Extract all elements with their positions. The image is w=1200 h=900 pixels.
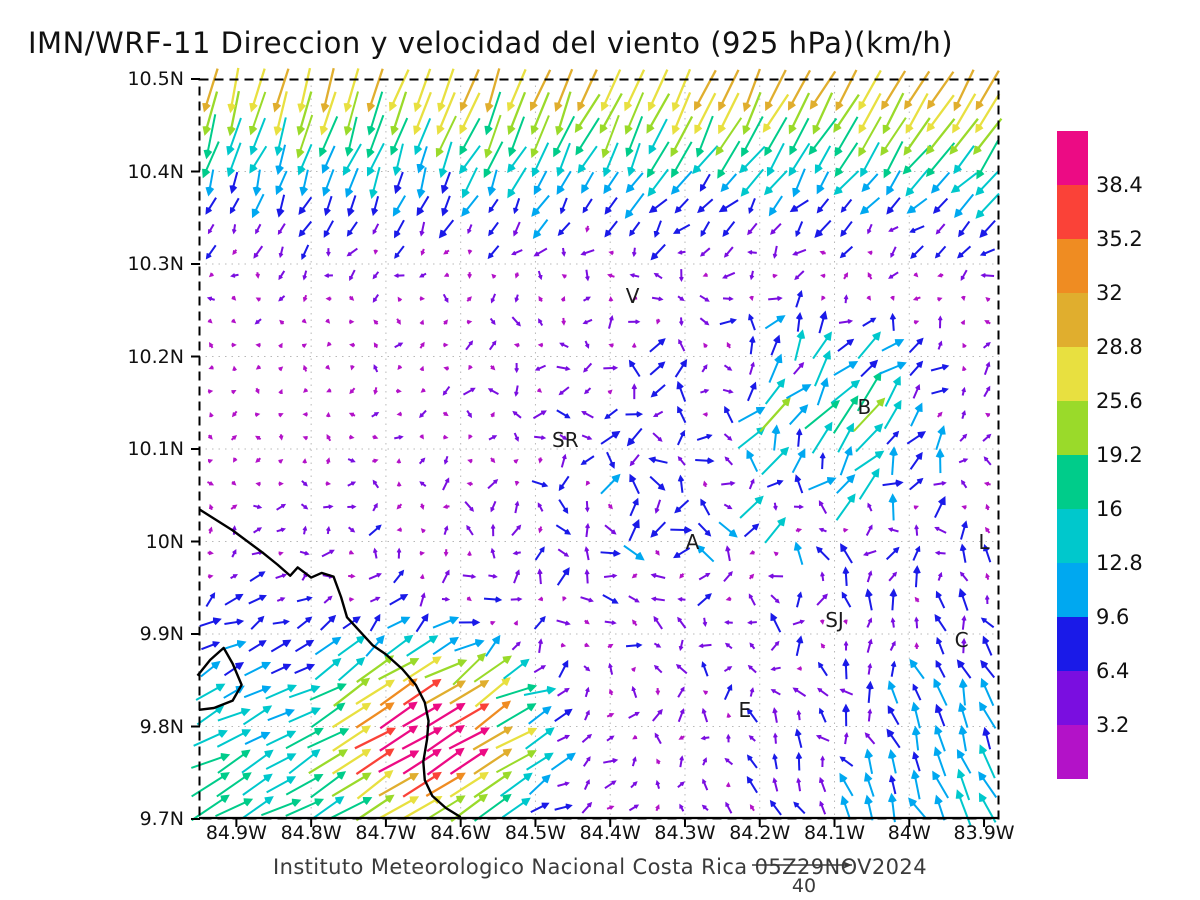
y-tick-label: 10.3N [127, 253, 184, 275]
x-tick-label: 84.1W [803, 822, 866, 844]
y-tick-label: 9.7N [139, 808, 184, 830]
colorbar-band-0 [1057, 725, 1088, 779]
colorbar-band-6 [1057, 401, 1088, 455]
x-tick-label: 84.6W [430, 822, 492, 844]
colorbar-band-2 [1057, 617, 1088, 671]
page-title: IMN/WRF-11 Direccion y velocidad del vie… [28, 26, 954, 60]
coastline [196, 508, 462, 819]
colorbar-label: 12.8 [1096, 551, 1143, 575]
y-tick-label: 10.2N [127, 345, 184, 368]
colorbar-band-9 [1057, 239, 1088, 293]
wind-vectors [190, 67, 1003, 826]
x-tick-label: 84.4W [579, 822, 641, 844]
plot-canvas[interactable] [190, 67, 1003, 827]
colorbar-label: 25.6 [1096, 389, 1143, 413]
x-tick-label: 83.9W [953, 822, 1015, 844]
colorbar-band-3 [1057, 563, 1088, 617]
x-tick-label: 84.8W [280, 822, 342, 844]
colorbar-band-8 [1057, 293, 1088, 347]
colorbar-label: 28.8 [1096, 335, 1143, 359]
colorbar-label: 32 [1096, 281, 1123, 305]
x-tick-label: 84.2W [729, 822, 791, 844]
colorbar-band-11 [1057, 131, 1088, 185]
x-tick-label: 84.3W [654, 822, 716, 844]
x-tick-label: 84.7W [355, 822, 417, 844]
colorbar-band-5 [1057, 455, 1088, 509]
colorbar-label: 35.2 [1096, 227, 1143, 251]
colorbar-label: 9.6 [1096, 605, 1130, 629]
x-tick-label: 84.9W [205, 822, 267, 844]
reference-vector-label: 40 [791, 875, 817, 897]
reference-vector: 40 [744, 857, 864, 899]
y-tick-label: 9.9N [139, 623, 184, 645]
y-tick-label: 10.4N [127, 160, 184, 183]
plot-frame [191, 78, 1000, 827]
colorbar-label: 38.4 [1096, 173, 1143, 197]
y-tick-label: 9.8N [139, 715, 184, 738]
source-caption: Instituto Meteorologico Nacional Costa R… [273, 855, 927, 879]
wind-vector-plot[interactable] [190, 67, 1003, 827]
colorbar-label: 19.2 [1096, 443, 1143, 467]
y-tick-label: 10N [145, 530, 184, 553]
colorbar-label: 3.2 [1096, 713, 1130, 737]
y-tick-label: 10.5N [127, 68, 184, 90]
x-tick-label: 84W [887, 822, 931, 844]
colorbar-band-1 [1057, 671, 1088, 725]
colorbar-band-10 [1057, 185, 1088, 239]
colorbar-band-4 [1057, 509, 1088, 563]
x-tick-label: 84.5W [504, 822, 566, 844]
colorbar-band-7 [1057, 347, 1088, 401]
y-tick-label: 10.1N [127, 438, 184, 460]
colorbar-label: 6.4 [1096, 659, 1130, 683]
colorbar-label: 16 [1096, 497, 1123, 521]
colorbar [1057, 131, 1088, 779]
